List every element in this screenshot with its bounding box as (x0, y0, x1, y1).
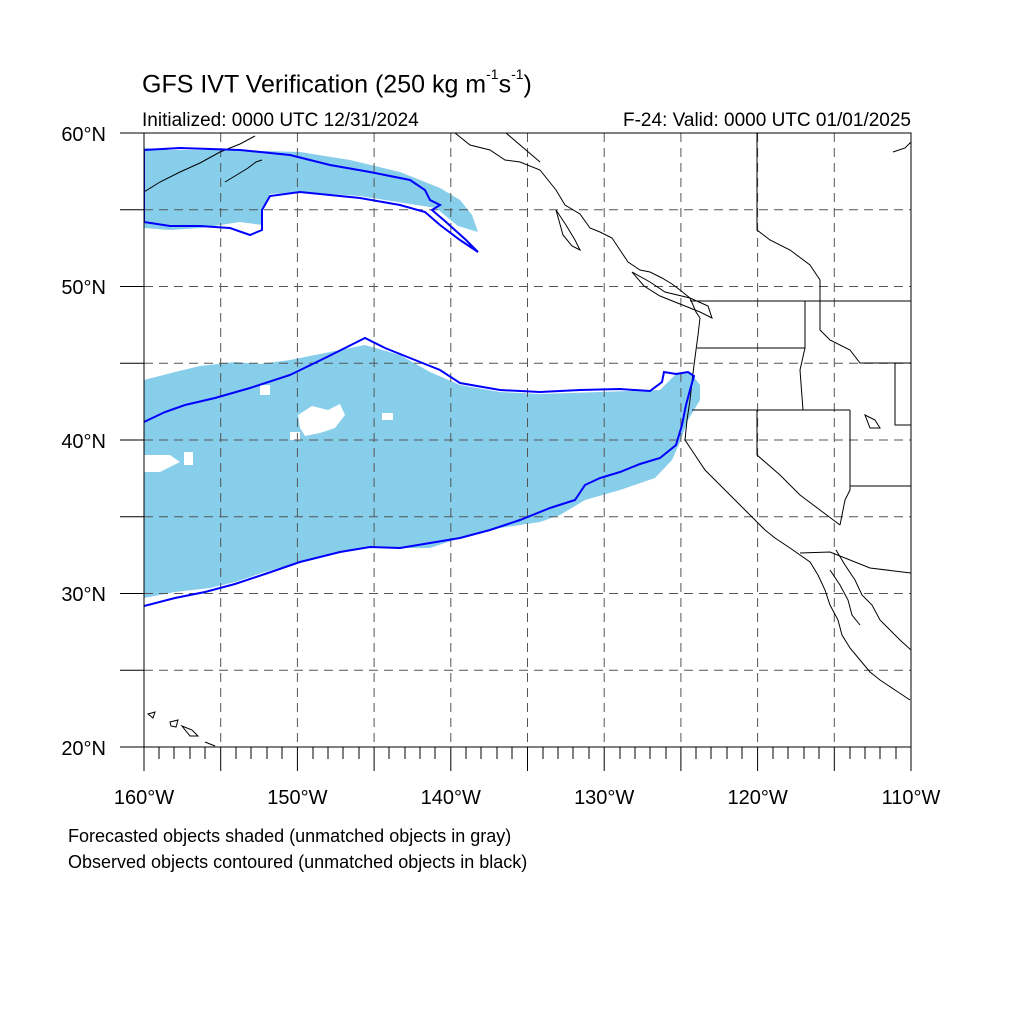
coast-alaska-islands (224, 159, 263, 183)
forecast-object-south (144, 345, 700, 598)
coast-alaska (144, 135, 256, 193)
border-us-mexico (799, 551, 911, 574)
coast-canada-islands (555, 209, 582, 252)
latitude-labels: 60°N 50°N 40°N 30°N 20°N (61, 124, 106, 760)
lat-label-20: 20°N (61, 738, 106, 760)
axis-ticks (120, 132, 912, 771)
lat-label-50: 50°N (61, 277, 106, 299)
lon-label-130w: 130°W (574, 787, 634, 809)
border-mt (819, 301, 911, 364)
coast-hawaii-4 (204, 741, 216, 747)
forecast-hole-5 (184, 452, 193, 465)
coast-hawaii-3 (180, 724, 200, 737)
forecast-hole-3 (290, 432, 300, 440)
forecast-hole-4 (144, 455, 180, 472)
forecast-hole-6 (260, 385, 270, 395)
coast-vancouver-island (631, 271, 713, 319)
borders (505, 133, 911, 574)
coast-baja-inner (829, 569, 861, 626)
forecast-hole-1 (298, 404, 345, 436)
coast-salton (864, 413, 881, 429)
coast-hawaii-1 (146, 711, 156, 719)
longitude-labels: 160°W 150°W 140°W 130°W 120°W 110°W (114, 787, 941, 809)
lon-label-150w: 150°W (267, 787, 327, 809)
coast-hudson (892, 141, 911, 153)
observed-contour-north (144, 146, 479, 253)
plot-frame (143, 132, 912, 748)
coast-hawaii-2 (169, 719, 179, 728)
border-idaho (799, 301, 806, 411)
graticule (144, 133, 911, 747)
lat-label-30: 30°N (61, 584, 106, 606)
map-title: GFS IVT Verification (250 kg m-1s-1) (142, 66, 532, 99)
coast-west-us (684, 317, 911, 701)
init-time-label: Initialized: 0000 UTC 12/31/2024 (142, 110, 419, 131)
forecast-objects (144, 148, 700, 598)
footer-observed-note: Observed objects contoured (unmatched ob… (68, 852, 528, 872)
observed-contour-south (144, 336, 696, 607)
border-ca-nv (756, 410, 841, 526)
lon-label-140w: 140°W (421, 787, 481, 809)
coast-baja-gulf (835, 549, 911, 651)
coast-alaska-se (454, 133, 701, 319)
lon-label-160w: 160°W (114, 787, 174, 809)
border-wy (894, 362, 911, 426)
lat-label-60: 60°N (61, 124, 106, 146)
coastlines (144, 133, 911, 747)
border-alaska-canada (505, 133, 541, 163)
map-content (144, 133, 911, 747)
lon-label-110w: 110°W (882, 787, 941, 809)
valid-time-label: F-24: Valid: 0000 UTC 01/01/2025 (623, 110, 911, 131)
border-nv-az (839, 410, 851, 526)
observed-objects (144, 146, 696, 607)
forecast-hole-2 (382, 413, 393, 420)
border-canada-provinces (756, 133, 821, 301)
lat-label-40: 40°N (61, 431, 106, 453)
lon-label-120w: 120°W (727, 787, 787, 809)
footer-forecast-note: Forecasted objects shaded (unmatched obj… (68, 826, 512, 846)
forecast-object-north (144, 148, 478, 232)
forecast-holes (144, 385, 393, 472)
